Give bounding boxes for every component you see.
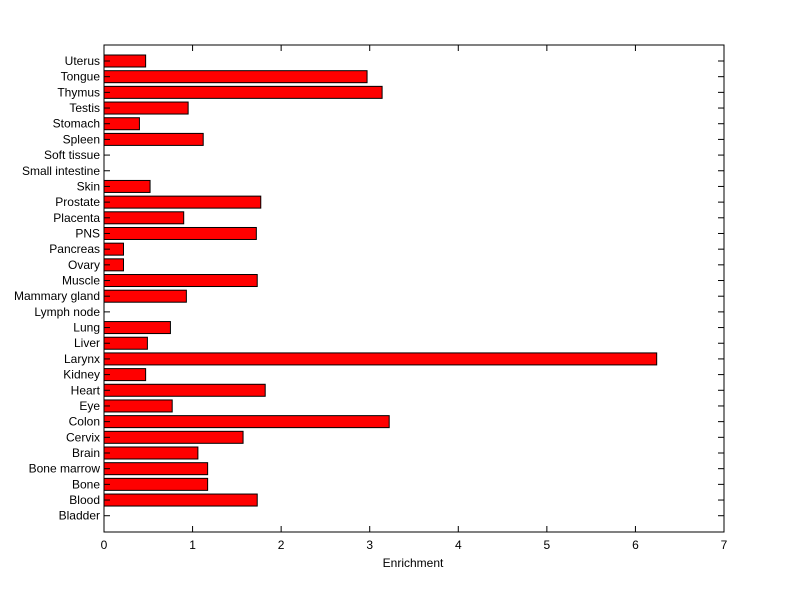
category-label: Bone: [72, 477, 100, 491]
category-label: Thymus: [57, 85, 100, 99]
category-label: Soft tissue: [44, 148, 100, 162]
bar-testis: [103, 101, 189, 115]
bar-muscle: [103, 274, 258, 288]
bars-group: [103, 54, 658, 507]
category-label: Bone marrow: [29, 462, 101, 476]
bar-cervix: [103, 430, 244, 444]
category-label: Muscle: [62, 274, 100, 288]
bar-prostate: [103, 195, 262, 209]
bar-heart: [103, 383, 266, 397]
category-label: Prostate: [55, 195, 100, 209]
category-label: Small intestine: [22, 164, 100, 178]
bar-spleen: [103, 132, 204, 146]
category-label: Spleen: [63, 132, 100, 146]
x-tick-label: 6: [632, 538, 639, 552]
bar-thymus: [103, 85, 383, 99]
category-label: Larynx: [64, 352, 100, 366]
bar-blood: [103, 493, 258, 507]
bar-eye: [103, 399, 173, 413]
category-label: Pancreas: [49, 242, 100, 256]
category-label: Mammary gland: [14, 289, 100, 303]
x-tick-label: 1: [189, 538, 196, 552]
x-tick-labels: 0 1 2 3 4 5 6 7: [101, 538, 728, 552]
category-label: Colon: [69, 415, 100, 429]
bar-bone-marrow: [103, 462, 209, 476]
x-tick-label: 7: [721, 538, 728, 552]
category-label: Bladder: [59, 509, 100, 523]
bar-bone: [103, 477, 209, 491]
category-label: Stomach: [53, 117, 100, 131]
bar-brain: [103, 446, 199, 460]
ticks-group: [103, 45, 725, 532]
category-label: Ovary: [68, 258, 100, 272]
bar-skin: [103, 179, 151, 193]
bar-colon: [103, 415, 390, 429]
bar-mammary-gland: [103, 289, 187, 303]
category-label: Lymph node: [34, 305, 100, 319]
bar-pns: [103, 226, 257, 240]
category-label: PNS: [75, 226, 100, 240]
bar-placenta: [103, 211, 185, 225]
category-label: Heart: [71, 383, 101, 397]
category-label: Uterus: [65, 54, 100, 68]
category-label: Liver: [74, 336, 100, 350]
plot-area: [103, 44, 725, 533]
category-label: Cervix: [66, 430, 100, 444]
bar-liver: [103, 336, 148, 350]
x-tick-label: 4: [455, 538, 462, 552]
bar-larynx: [103, 352, 658, 366]
category-label: Tongue: [61, 70, 101, 84]
bar-kidney: [103, 368, 147, 382]
category-label: Skin: [77, 179, 100, 193]
x-tick-label: 0: [101, 538, 108, 552]
category-label: Testis: [69, 101, 100, 115]
category-label: Brain: [72, 446, 100, 460]
category-label: Kidney: [63, 368, 100, 382]
x-tick-label: 2: [278, 538, 285, 552]
category-label: Eye: [79, 399, 100, 413]
bar-lung: [103, 321, 171, 335]
x-tick-label: 5: [544, 538, 551, 552]
x-tick-label: 3: [366, 538, 373, 552]
bar-uterus: [103, 54, 147, 68]
category-label: Blood: [69, 493, 100, 507]
category-label: Placenta: [53, 211, 100, 225]
category-label: Lung: [73, 321, 100, 335]
bar-tongue: [103, 70, 368, 84]
x-axis-title: Enrichment: [383, 556, 444, 570]
